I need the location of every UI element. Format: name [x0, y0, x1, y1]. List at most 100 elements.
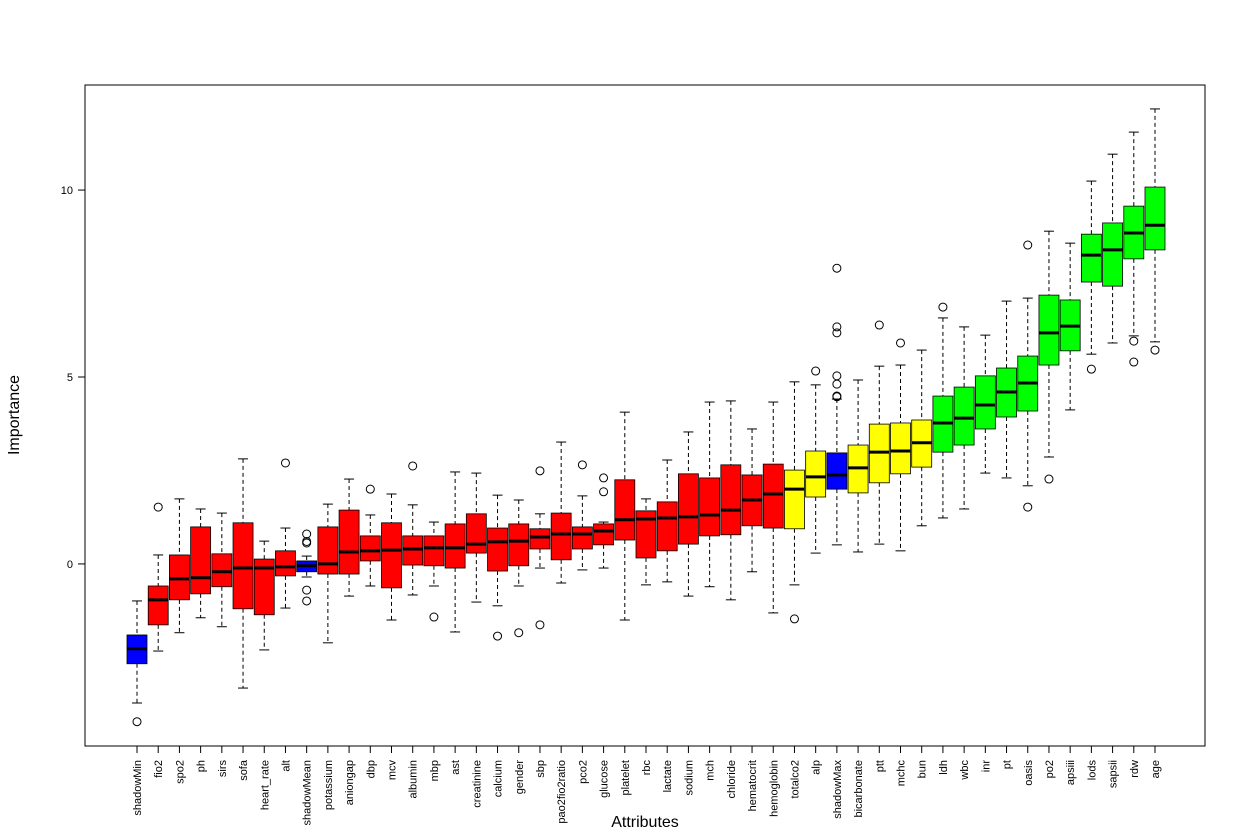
x-tick-label: mbp	[429, 760, 441, 781]
x-tick-label: lactate	[662, 760, 674, 792]
outlier	[535, 466, 545, 476]
box	[190, 526, 212, 595]
outlier	[408, 461, 418, 471]
box	[656, 501, 678, 552]
outlier	[1129, 336, 1139, 346]
x-axis-title: Attributes	[611, 814, 679, 831]
box	[1038, 294, 1060, 366]
box	[635, 510, 657, 559]
box	[487, 527, 508, 572]
x-tick-label: totalco2	[789, 760, 801, 799]
x-tick-label: hematocrit	[747, 760, 759, 811]
x-tick-label: bicarbonate	[853, 760, 865, 818]
x-tick-label: platelet	[620, 760, 632, 795]
x-tick-label: albumin	[408, 760, 420, 799]
box	[699, 477, 721, 537]
box	[465, 513, 487, 554]
box	[614, 479, 636, 541]
box	[338, 509, 360, 575]
x-tick-label: ptt	[874, 760, 886, 772]
box	[571, 526, 593, 550]
outlier	[493, 631, 503, 641]
x-tick-label: mcv	[387, 760, 399, 781]
x-tick-label: lods	[1086, 760, 1098, 781]
outlier	[514, 628, 524, 638]
box	[826, 452, 848, 490]
x-tick-label: calcium	[493, 760, 505, 797]
outlier	[896, 338, 905, 348]
box	[805, 450, 827, 498]
outlier	[153, 502, 163, 512]
outlier	[302, 596, 312, 606]
y-tick-label: 5	[67, 372, 73, 384]
outlier	[1150, 345, 1160, 355]
x-tick-label: pao2fio2ratio	[556, 760, 568, 824]
x-tick-label: heart_rate	[259, 760, 271, 810]
box	[508, 523, 530, 567]
x-tick-label: shadowMax	[832, 760, 844, 819]
outlier	[1129, 357, 1139, 367]
outlier	[302, 529, 312, 539]
x-tick-label: pco2	[577, 760, 589, 784]
outlier	[832, 371, 842, 381]
box	[1102, 222, 1123, 287]
x-tick-label: age	[1150, 760, 1162, 778]
outlier	[832, 328, 842, 338]
y-tick-label: 10	[61, 185, 73, 197]
x-tick-label: fio2	[153, 760, 165, 778]
box	[1144, 186, 1166, 251]
y-tick-label: 0	[67, 559, 73, 571]
outlier	[535, 620, 545, 630]
x-tick-label: mch	[705, 760, 717, 781]
box	[444, 523, 466, 569]
outlier	[599, 473, 609, 483]
x-tick-label: rdw	[1129, 760, 1141, 778]
outlier	[832, 392, 842, 402]
outlier	[811, 366, 821, 376]
box	[890, 422, 911, 475]
box	[275, 550, 296, 577]
x-tick-label: mchc	[896, 760, 908, 787]
x-tick-label: gender	[514, 760, 526, 795]
outlier	[1086, 364, 1096, 374]
x-tick-label: spo2	[174, 760, 186, 784]
box	[317, 526, 339, 575]
outlier	[938, 302, 948, 312]
x-tick-label: rbc	[641, 760, 653, 776]
x-tick-label: pt	[1002, 760, 1014, 769]
box	[232, 522, 254, 610]
box	[381, 522, 402, 589]
x-tick-label: glucose	[599, 760, 611, 798]
outlier	[832, 322, 842, 332]
box	[784, 469, 805, 530]
x-tick-label: bun	[917, 760, 929, 778]
x-tick-label: sapsii	[1108, 760, 1120, 788]
outlier	[789, 614, 799, 624]
x-tick-label: sirs	[217, 760, 229, 778]
x-tick-label: ldh	[938, 760, 950, 775]
outlier	[832, 379, 842, 389]
x-tick-label: ph	[196, 760, 208, 772]
box	[550, 512, 572, 561]
box	[253, 558, 275, 616]
outlier	[599, 487, 609, 497]
outlier	[832, 263, 842, 273]
outlier	[429, 612, 439, 622]
x-tick-label: po2	[1044, 760, 1056, 778]
box	[423, 535, 445, 567]
box	[974, 375, 996, 430]
outlier	[874, 320, 884, 330]
x-tick-label: dbp	[365, 760, 377, 778]
x-tick-label: alp	[811, 760, 823, 775]
box	[678, 473, 699, 545]
x-tick-label: creatinine	[471, 760, 483, 808]
x-tick-label: shadowMean	[302, 760, 314, 825]
outlier	[302, 538, 312, 548]
x-tick-label: sofa	[238, 759, 250, 781]
box	[147, 585, 169, 626]
box	[1080, 233, 1102, 283]
outlier	[132, 717, 142, 727]
box	[762, 463, 784, 529]
plot-frame	[84, 84, 1206, 747]
